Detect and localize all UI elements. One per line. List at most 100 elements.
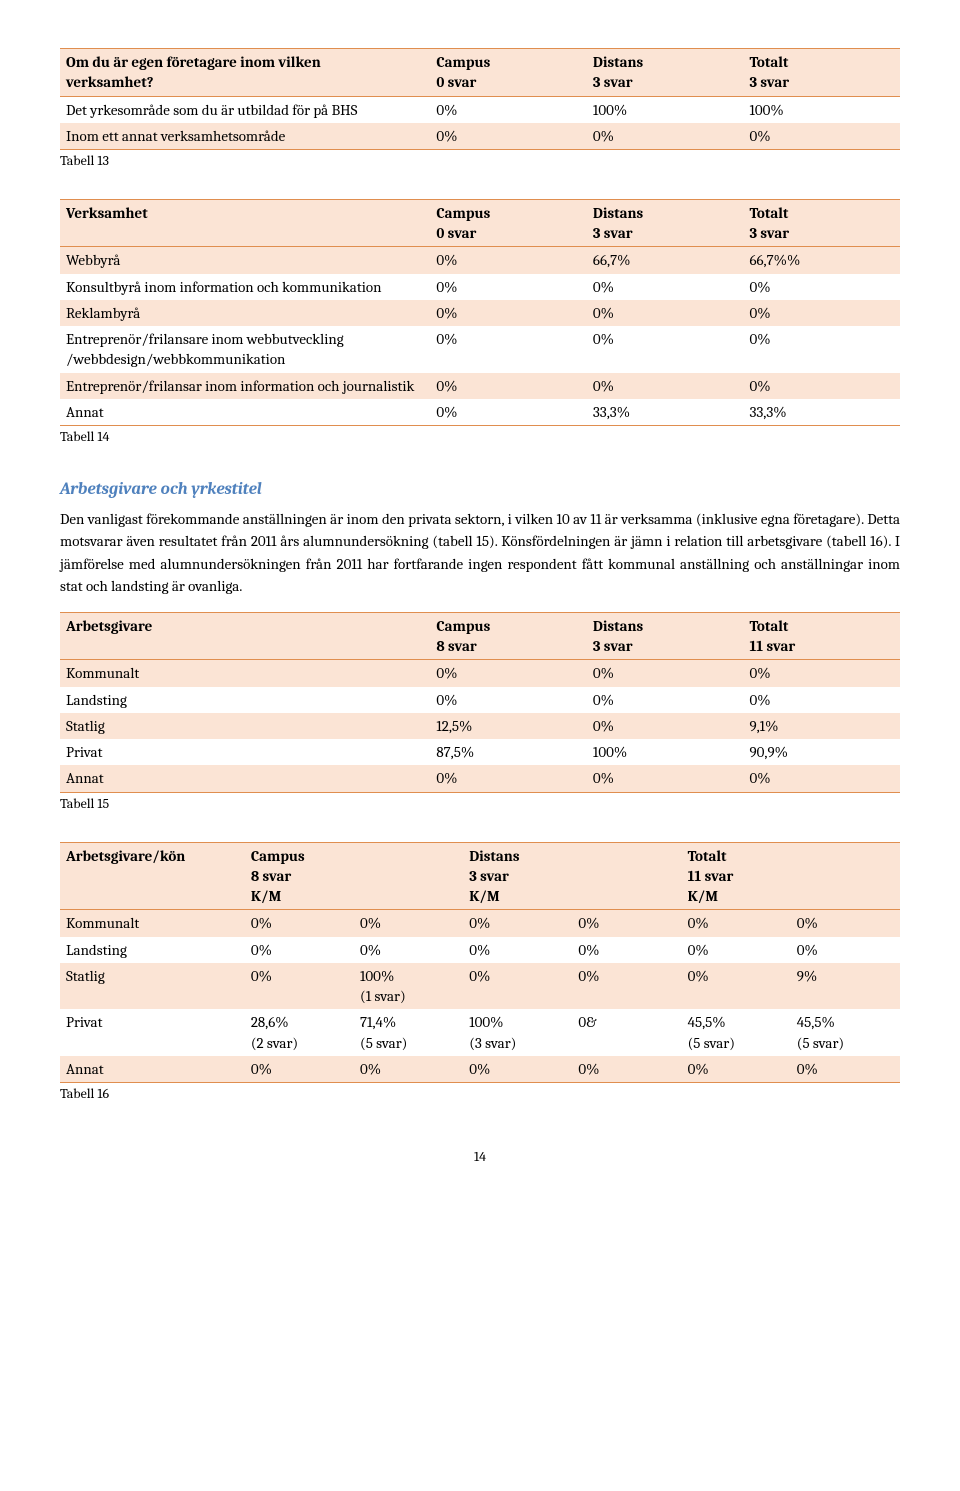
table-15: Arbetsgivare Campus 8 svar Distans 3 sva… <box>60 612 900 793</box>
cell-value: 100% <box>743 96 900 123</box>
cell-value: 0% <box>587 123 744 150</box>
cell-value: 0% <box>463 910 572 937</box>
cell-value: 0% <box>245 910 354 937</box>
cell-value: 100% <box>587 96 744 123</box>
header-label: Arbetsgivare <box>60 612 430 660</box>
row-label: Annat <box>60 1056 245 1083</box>
cell-value: 0% <box>430 373 587 399</box>
cell-value: 0% <box>572 963 681 1010</box>
table-row: Entreprenör/frilansar inom information o… <box>60 373 900 399</box>
cell-value: 45,5%(5 svar) <box>791 1009 900 1056</box>
cell-value: 0% <box>743 687 900 713</box>
cell-value: 0% <box>245 1056 354 1083</box>
header-campus: Campus 8 svar <box>430 612 587 660</box>
table-header: Om du är egen företagare inom vilken ver… <box>60 49 900 97</box>
table-row: Annat0%0%0%0%0%0% <box>60 1056 900 1083</box>
cell-value: 0% <box>791 1056 900 1083</box>
cell-value: 33,3% <box>743 399 900 426</box>
header-totalt: Totalt 11 svar K/M <box>682 842 900 910</box>
cell-value: 0% <box>430 326 587 373</box>
table-13: Om du är egen företagare inom vilken ver… <box>60 48 900 150</box>
cell-value: 71,4%(5 svar) <box>354 1009 463 1056</box>
cell-value: 0% <box>430 765 587 792</box>
cell-value: 0% <box>587 300 744 326</box>
header-label-l2: verksamhet? <box>66 73 153 91</box>
cell-value: 0% <box>743 123 900 150</box>
page-number: 14 <box>60 1148 900 1167</box>
cell-value: 28,6%(2 svar) <box>245 1009 354 1056</box>
cell-value: 0% <box>743 326 900 373</box>
cell-value: 0% <box>743 300 900 326</box>
header-distans: Distans 3 svar <box>587 612 744 660</box>
header-label-l1: Om du är egen företagare inom vilken <box>66 53 321 71</box>
header-totalt: Totalt 3 svar <box>743 199 900 247</box>
cell-value: 0% <box>791 910 900 937</box>
cell-value: 0% <box>587 373 744 399</box>
table-row: Landsting0%0%0% <box>60 687 900 713</box>
header-distans: Distans 3 svar <box>587 199 744 247</box>
header-label: Om du är egen företagare inom vilken ver… <box>60 49 430 97</box>
cell-value: 0% <box>587 765 744 792</box>
table-caption: Tabell 14 <box>60 428 900 447</box>
cell-value: 0% <box>430 300 587 326</box>
cell-value: 100%(1 svar) <box>354 963 463 1010</box>
row-label: Reklambyrå <box>60 300 430 326</box>
table-body: Kommunalt0%0%0%Landsting0%0%0%Statlig12,… <box>60 660 900 792</box>
cell-value: 0% <box>572 1056 681 1083</box>
table-row: Kommunalt0%0%0% <box>60 660 900 687</box>
table-row: Entreprenör/frilansare inom webbutveckli… <box>60 326 900 373</box>
row-label: Webbyrå <box>60 247 430 274</box>
row-label: Kommunalt <box>60 910 245 937</box>
cell-value: 0% <box>587 713 744 739</box>
cell-value: 0% <box>245 937 354 963</box>
table-row: Annat0%33,3%33,3% <box>60 399 900 426</box>
cell-value: 87,5% <box>430 739 587 765</box>
table-caption: Tabell 15 <box>60 795 900 814</box>
table-row: Reklambyrå0%0%0% <box>60 300 900 326</box>
cell-value: 33,3% <box>587 399 744 426</box>
table-body: Kommunalt0%0%0%0%0%0%Landsting0%0%0%0%0%… <box>60 910 900 1083</box>
table-row: Statlig12,5%0%9,1% <box>60 713 900 739</box>
row-label: Landsting <box>60 687 430 713</box>
table-16: Arbetsgivare/kön Campus 8 svar K/M Dista… <box>60 842 900 1084</box>
cell-value: 0% <box>430 96 587 123</box>
cell-value: 0% <box>743 660 900 687</box>
cell-value: 0& <box>572 1009 681 1056</box>
cell-value: 12,5% <box>430 713 587 739</box>
row-label: Entreprenör/frilansare inom webbutveckli… <box>60 326 430 373</box>
table-row: Webbyrå0%66,7%66,7%% <box>60 247 900 274</box>
cell-value: 0% <box>354 910 463 937</box>
row-label: Statlig <box>60 963 245 1010</box>
cell-value: 0% <box>463 937 572 963</box>
header-label: Arbetsgivare/kön <box>60 842 245 910</box>
table-header: Arbetsgivare Campus 8 svar Distans 3 sva… <box>60 612 900 660</box>
table-row: Konsultbyrå inom information och kommuni… <box>60 274 900 300</box>
row-label: Statlig <box>60 713 430 739</box>
table-caption: Tabell 16 <box>60 1085 900 1104</box>
row-label: Privat <box>60 1009 245 1056</box>
header-distans: Distans 3 svar K/M <box>463 842 681 910</box>
cell-value: 0% <box>354 937 463 963</box>
table-header: Arbetsgivare/kön Campus 8 svar K/M Dista… <box>60 842 900 910</box>
cell-value: 9,1% <box>743 713 900 739</box>
row-label: Inom ett annat verksamhetsområde <box>60 123 430 150</box>
header-totalt: Totalt 11 svar <box>743 612 900 660</box>
table-row: Annat0%0%0% <box>60 765 900 792</box>
cell-value: 0% <box>354 1056 463 1083</box>
cell-value: 0% <box>743 274 900 300</box>
cell-value: 0% <box>572 910 681 937</box>
cell-value: 9% <box>791 963 900 1010</box>
cell-value: 90,9% <box>743 739 900 765</box>
header-campus: Campus 8 svar K/M <box>245 842 463 910</box>
cell-value: 100%(3 svar) <box>463 1009 572 1056</box>
row-label: Landsting <box>60 937 245 963</box>
cell-value: 0% <box>791 937 900 963</box>
cell-value: 0% <box>682 910 791 937</box>
cell-value: 0% <box>682 937 791 963</box>
cell-value: 0% <box>245 963 354 1010</box>
cell-value: 0% <box>463 963 572 1010</box>
header-label: Verksamhet <box>60 199 430 247</box>
cell-value: 0% <box>587 326 744 373</box>
row-label: Kommunalt <box>60 660 430 687</box>
cell-value: 0% <box>430 660 587 687</box>
